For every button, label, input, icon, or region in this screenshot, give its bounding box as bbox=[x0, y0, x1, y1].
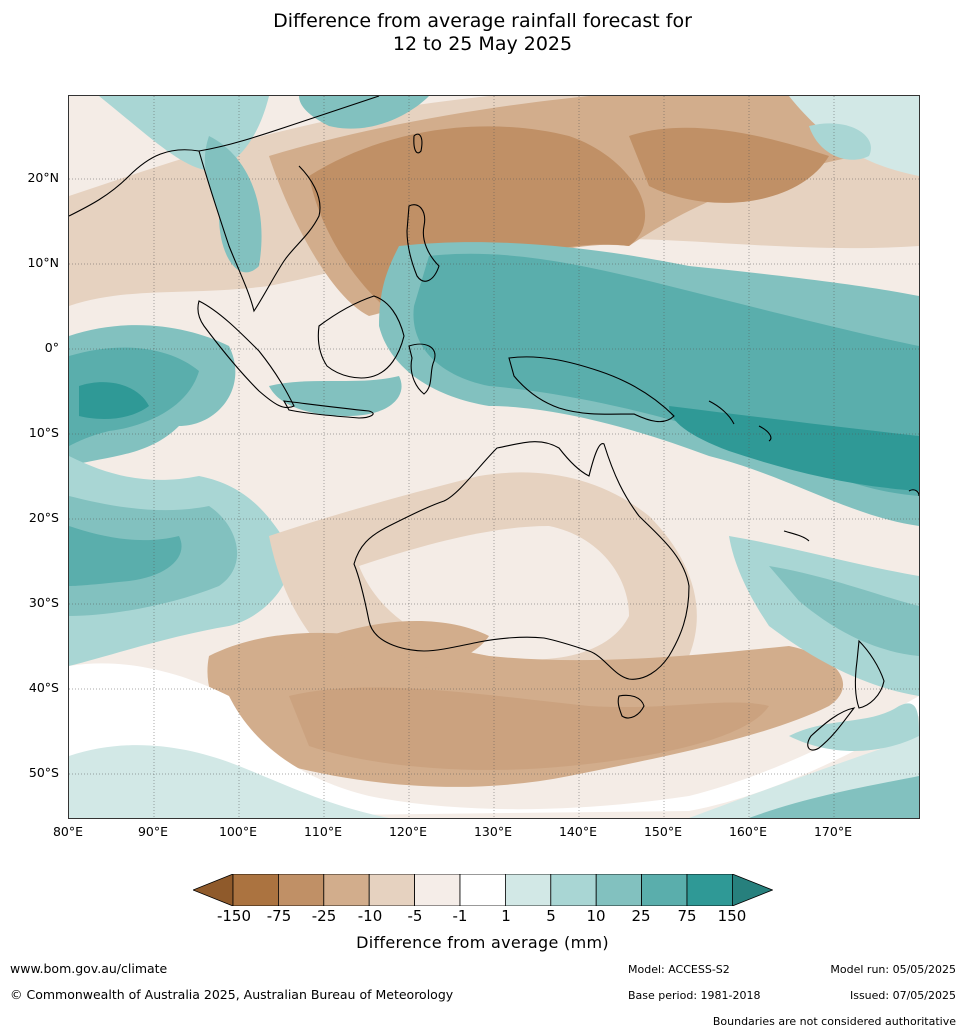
lon-label-100e: 100°E bbox=[218, 824, 257, 839]
colorbar-label: -1 bbox=[452, 907, 468, 925]
taiwan-coast bbox=[413, 133, 423, 154]
disclaimer-text: Boundaries are not considered authoritat… bbox=[712, 1015, 956, 1028]
lat-label-50s: 50°S bbox=[28, 765, 59, 780]
tasmania-coast bbox=[617, 694, 645, 719]
borneo-coast bbox=[317, 295, 405, 379]
colorbar-swatch bbox=[686, 874, 733, 906]
colorbar-swatch bbox=[641, 874, 688, 906]
map-title: Difference from average rainfall forecas… bbox=[0, 10, 965, 56]
graticule bbox=[69, 96, 919, 818]
lat-label-10s: 10°S bbox=[28, 425, 59, 440]
lat-label-10n: 10°N bbox=[27, 255, 59, 270]
java-coast bbox=[282, 400, 374, 419]
nz-south-coast bbox=[807, 707, 856, 751]
lat-label-0: 0° bbox=[44, 340, 59, 355]
lat-label-40s: 40°S bbox=[28, 680, 59, 695]
colorbar-swatch bbox=[278, 874, 325, 906]
se-asia-coast bbox=[69, 96, 380, 313]
lon-label-140e: 140°E bbox=[558, 824, 597, 839]
lat-label-20s: 20°S bbox=[28, 510, 59, 525]
colorbar-label: -75 bbox=[266, 907, 292, 925]
title-line-1: Difference from average rainfall forecas… bbox=[273, 10, 692, 32]
map-canvas bbox=[69, 96, 919, 818]
colorbar-label: -25 bbox=[311, 907, 337, 925]
colorbar-label: 75 bbox=[677, 907, 697, 925]
colorbar-label: -10 bbox=[357, 907, 383, 925]
colorbar bbox=[193, 874, 773, 906]
lon-label-130e: 130°E bbox=[473, 824, 512, 839]
model-run-text: Model run: 05/05/2025 bbox=[830, 963, 956, 976]
colorbar-label: 150 bbox=[717, 907, 747, 925]
colorbar-extend-high bbox=[732, 874, 773, 906]
rainfall-map bbox=[68, 95, 920, 819]
lon-label-90e: 90°E bbox=[137, 824, 169, 839]
lon-label-110e: 110°E bbox=[303, 824, 342, 839]
colorbar-swatch bbox=[550, 874, 597, 906]
sumatra-coast bbox=[197, 300, 295, 409]
lon-label-120e: 120°E bbox=[388, 824, 427, 839]
australia-coast bbox=[353, 441, 690, 680]
copyright-text: © Commonwealth of Australia 2025, Austra… bbox=[10, 987, 454, 1002]
colorbar-label: 1 bbox=[501, 907, 511, 925]
title-line-2: 12 to 25 May 2025 bbox=[392, 33, 573, 55]
website-link[interactable]: www.bom.gov.au/climate bbox=[10, 961, 168, 976]
colorbar-label: -150 bbox=[216, 907, 252, 925]
lat-label-30s: 30°S bbox=[28, 595, 59, 610]
colorbar-swatch bbox=[368, 874, 415, 906]
colorbar-extend-low bbox=[193, 874, 234, 906]
lon-label-80e: 80°E bbox=[52, 824, 84, 839]
lat-label-20n: 20°N bbox=[27, 170, 59, 185]
new-guinea-coast bbox=[508, 356, 675, 423]
philippines-coast bbox=[406, 204, 440, 282]
colorbar-label: 10 bbox=[586, 907, 606, 925]
sulawesi-coast bbox=[408, 343, 436, 395]
lon-label-170e: 170°E bbox=[813, 824, 852, 839]
colorbar-swatch bbox=[232, 874, 279, 906]
colorbar-label: 25 bbox=[631, 907, 651, 925]
colorbar-swatch bbox=[414, 874, 461, 906]
colorbar-swatch bbox=[323, 874, 370, 906]
colorbar-label: -5 bbox=[407, 907, 423, 925]
colorbar-swatch bbox=[504, 874, 552, 906]
base-period-text: Base period: 1981-2018 bbox=[628, 989, 761, 1002]
model-text: Model: ACCESS-S2 bbox=[628, 963, 730, 976]
issued-text: Issued: 07/05/2025 bbox=[849, 989, 956, 1002]
nz-north-coast bbox=[854, 639, 885, 709]
lon-label-150e: 150°E bbox=[643, 824, 682, 839]
colorbar-label: 5 bbox=[546, 907, 556, 925]
colorbar-title: Difference from average (mm) bbox=[356, 933, 609, 952]
colorbar-swatch bbox=[595, 874, 643, 906]
lon-label-160e: 160°E bbox=[728, 824, 767, 839]
coastlines bbox=[69, 96, 919, 751]
colorbar-swatch bbox=[459, 874, 506, 906]
